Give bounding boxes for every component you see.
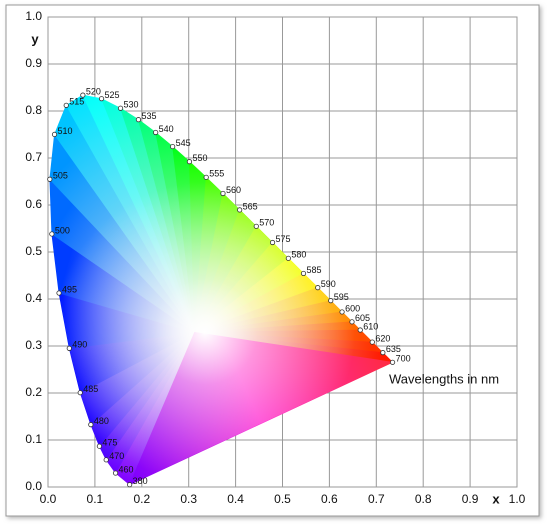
point: [285, 255, 291, 261]
x-tick-label: 0.6: [321, 492, 338, 506]
point: [269, 239, 276, 246]
point: [66, 345, 72, 351]
point: [117, 105, 124, 111]
point-label: 620: [375, 333, 390, 343]
point-label: 480: [94, 416, 109, 426]
y-tick-label: 0.3: [25, 338, 42, 352]
y-tick-label: 0.6: [25, 197, 42, 211]
point: [349, 319, 355, 325]
point: [49, 231, 55, 237]
y-tick-label: 0.1: [25, 432, 42, 446]
point-label: 525: [105, 90, 120, 100]
point: [315, 285, 321, 291]
x-tick-label: 0.2: [133, 492, 150, 506]
point: [328, 298, 334, 304]
point: [77, 390, 83, 396]
point: [186, 159, 193, 165]
point: [253, 223, 259, 229]
point-label: 540: [159, 124, 174, 134]
point: [96, 443, 103, 449]
point-label: 595: [334, 292, 349, 302]
point-label: 560: [226, 185, 241, 195]
point-label: 575: [276, 234, 291, 244]
x-tick-label: 1.0: [509, 492, 526, 506]
point: [380, 350, 386, 356]
y-tick-label: 0.5: [25, 244, 42, 258]
point-label: 585: [307, 265, 322, 275]
point-label: 380: [133, 476, 148, 486]
y-tick-label: 0.8: [25, 103, 42, 117]
point-label: 600: [345, 303, 360, 313]
point-label: 460: [119, 464, 134, 474]
point-label: 555: [209, 169, 224, 179]
point-label: 475: [102, 438, 117, 448]
white-glow: [49, 95, 393, 485]
y-tick-label: 0.9: [25, 56, 42, 70]
point-label: 535: [141, 111, 156, 121]
point: [389, 359, 396, 365]
point-label: 550: [192, 153, 207, 163]
point-label: 565: [243, 201, 258, 211]
point: [88, 422, 94, 428]
point-label: 515: [69, 97, 84, 107]
x-tick-label: 0.1: [87, 492, 104, 506]
point-label: 495: [62, 284, 77, 294]
point: [220, 190, 226, 197]
x-tick-label: 0.4: [227, 492, 244, 506]
point-label: 570: [259, 218, 274, 228]
x-tick-label: 0.9: [462, 492, 479, 506]
x-tick-label: 0.0: [40, 492, 57, 506]
point-label: 485: [83, 384, 98, 394]
point: [300, 270, 307, 277]
point: [112, 470, 119, 476]
x-tick-label: 0.5: [274, 492, 291, 506]
point: [98, 96, 105, 102]
point-label: 490: [72, 340, 87, 350]
x-axis-label: x: [492, 491, 500, 506]
point: [135, 117, 142, 123]
y-tick-label: 0.4: [25, 291, 42, 305]
point: [51, 131, 58, 138]
x-tick-label: 0.3: [180, 492, 197, 506]
annotation: Wavelengths in nm: [389, 371, 499, 386]
point-label: 700: [396, 354, 411, 364]
y-tick-label: 0.2: [25, 385, 42, 399]
x-tick-label: 0.7: [368, 492, 385, 506]
point-label: 470: [109, 451, 124, 461]
point: [153, 129, 159, 136]
point: [127, 482, 133, 488]
y-axis-label: y: [31, 31, 39, 46]
point: [339, 309, 345, 315]
point: [47, 176, 53, 182]
point-label: 580: [291, 250, 306, 260]
point: [103, 457, 109, 463]
point-label: 510: [58, 126, 73, 136]
point-label: 605: [355, 313, 370, 323]
point-label: 545: [176, 138, 191, 148]
point-label: 505: [53, 171, 68, 181]
point: [369, 339, 375, 345]
y-tick-label: 0.0: [25, 479, 42, 493]
point: [80, 92, 86, 98]
point: [203, 174, 209, 180]
point: [63, 102, 69, 108]
point-label: 520: [86, 86, 101, 96]
point: [237, 207, 243, 213]
point-label: 500: [55, 225, 70, 235]
point: [357, 327, 363, 333]
point: [56, 290, 62, 296]
point-label: 610: [363, 321, 378, 331]
point: [170, 143, 176, 150]
point-label: 590: [321, 279, 336, 289]
x-tick-label: 0.8: [415, 492, 432, 506]
y-tick-label: 0.7: [25, 150, 42, 164]
point-label: 530: [124, 100, 139, 110]
point-label: 635: [386, 344, 401, 354]
y-tick-label: 1.0: [25, 9, 42, 23]
